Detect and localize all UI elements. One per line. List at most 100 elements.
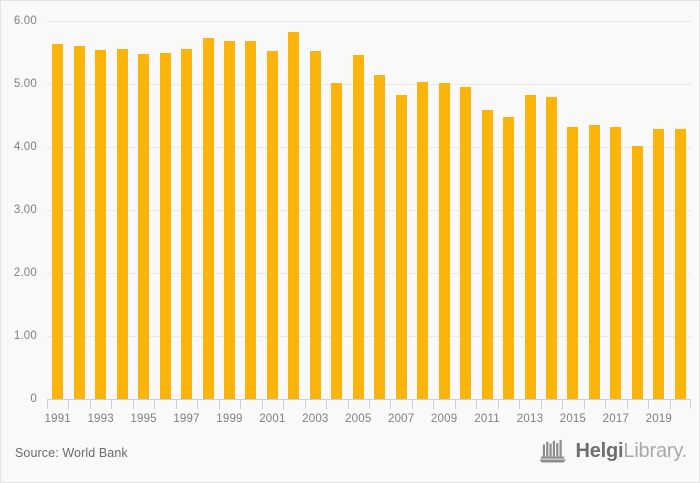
bar[interactable] [524,95,536,399]
x-axis-tick-label: 2001 [259,413,286,425]
bar[interactable] [288,32,300,399]
x-axis-tick [240,400,242,409]
bar[interactable] [460,87,472,399]
x-axis-end-tick [690,400,691,409]
x-axis-tick [626,400,628,409]
bar[interactable] [352,55,364,399]
bar[interactable] [202,38,214,399]
x-axis-tick [111,400,113,409]
x-axis-tick-label: 2007 [387,413,415,425]
x-axis-tick [562,400,564,409]
bar-slot [47,21,68,399]
bar[interactable] [417,82,429,399]
bar[interactable] [588,124,600,399]
x-axis [47,399,691,413]
bar-slot [197,21,218,399]
y-axis-tick-label: 5.00 [13,78,37,90]
helgi-library-logo[interactable]: HelgiLibrary. [538,438,687,464]
chart-footer: Source: World Bank HelgiLibrary. [1,430,699,482]
x-axis-tick-label: 2015 [559,413,587,425]
x-axis-tick [433,400,435,409]
bar-slot [176,21,197,399]
x-axis-tick [540,400,542,409]
bar[interactable] [438,82,450,399]
bar-slot [154,21,175,399]
x-axis-tick [476,400,478,409]
bar-slot [326,21,347,399]
bar[interactable] [181,49,193,399]
bar-slot [133,21,154,399]
bar[interactable] [610,126,622,399]
y-axis-tick-label: 0 [30,393,37,405]
x-axis-tick [89,400,91,409]
x-axis-tick [369,400,370,409]
y-axis-tick-label: 2.00 [13,267,37,279]
x-axis-tick [261,400,263,409]
y-axis-tick-label: 4.00 [13,141,37,153]
x-axis-tick [347,400,349,409]
x-axis-tick [304,400,306,409]
bar[interactable] [674,128,686,399]
x-axis-tick-label: 1993 [87,413,114,425]
x-axis-tick [605,400,607,409]
gridline [47,147,691,148]
bar-slot [283,21,304,399]
bar-slot [412,21,433,399]
x-axis-tick [68,400,70,409]
bar-series [47,21,691,399]
bar[interactable] [331,82,343,399]
x-axis-tick-label: 2019 [645,413,672,425]
bar[interactable] [52,43,64,399]
bar[interactable] [309,51,321,399]
gridline [47,84,691,85]
gridline [47,210,691,211]
x-axis-tick [175,400,177,409]
bar-slot [605,21,626,399]
bar-slot [68,21,89,399]
bar-slot [369,21,390,399]
bar-slot [219,21,240,399]
x-axis-tick-label: 2011 [474,413,500,425]
y-axis-tick-label: 3.00 [13,204,37,216]
bar[interactable] [546,96,558,399]
bar-slot [262,21,283,399]
bar[interactable] [116,49,128,399]
bar[interactable] [631,145,643,399]
bar-slot [391,21,412,399]
bar[interactable] [503,117,515,399]
x-axis-tick [390,400,392,409]
bar[interactable] [159,53,171,399]
bar[interactable] [567,126,579,399]
source-label: Source: World Bank [15,446,128,460]
bar[interactable] [653,128,665,399]
x-axis-tick [669,400,671,409]
bar-slot [519,21,540,399]
bar[interactable] [223,41,235,399]
x-axis-tick [411,400,413,409]
bar-slot [498,21,519,399]
bar[interactable] [395,95,407,399]
bar[interactable] [138,53,150,399]
x-axis-tick-label: 2009 [430,413,458,425]
bar-slot [648,21,669,399]
x-axis-tick [47,400,48,409]
bar-slot [584,21,605,399]
bar-slot [476,21,497,399]
gridline [47,336,691,337]
y-axis-tick-label: 1.00 [13,330,37,342]
x-axis-tick [454,400,456,409]
bar-slot [348,21,369,399]
x-axis-tick [154,400,156,409]
bar[interactable] [245,41,257,399]
bar[interactable] [374,75,386,399]
bar-slot [90,21,111,399]
bar-slot [305,21,326,399]
x-axis-tick-label: 1999 [216,413,243,425]
bar[interactable] [73,46,85,399]
bar[interactable] [266,51,278,399]
bar[interactable] [95,49,107,399]
brand-name-primary: Helgi [575,439,624,462]
x-axis-tick-label: 1995 [130,413,157,425]
x-axis-tick [583,400,585,409]
bar[interactable] [481,110,493,399]
